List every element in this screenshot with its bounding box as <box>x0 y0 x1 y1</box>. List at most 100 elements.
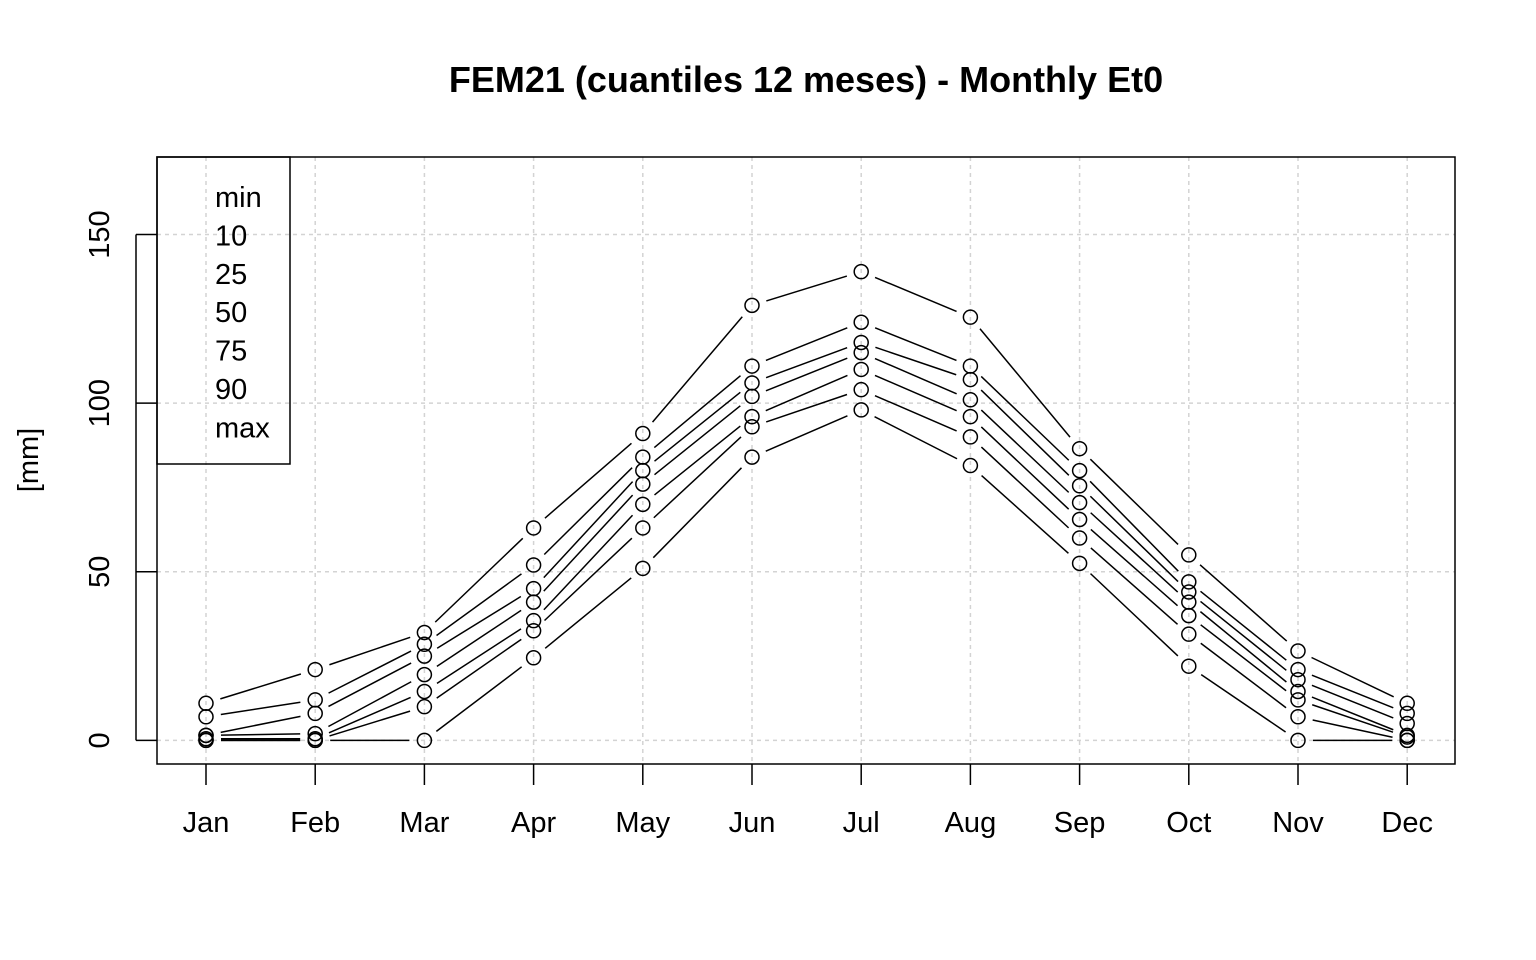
x-tick-label: Mar <box>399 807 449 839</box>
data-point <box>525 623 542 639</box>
data-point <box>307 725 323 742</box>
data-point <box>1071 440 1088 457</box>
series-line-segment <box>543 481 634 579</box>
data-point <box>1290 732 1306 749</box>
series-line-segment <box>766 275 848 302</box>
series-line-segment <box>1090 512 1179 593</box>
series-line-segment <box>981 475 1069 554</box>
series-line-segment <box>328 696 411 734</box>
axes: Jan Feb Mar Apr May Jun Jul Aug Sep Oct Nov Dec 0 50 1… <box>84 210 1433 839</box>
data-point <box>1290 692 1306 708</box>
data-point <box>307 730 323 747</box>
series-line-segment <box>436 573 522 637</box>
series-line-segment <box>1090 573 1179 657</box>
series-line-segment <box>436 638 522 699</box>
data-point <box>962 408 979 425</box>
data-point <box>744 358 760 374</box>
x-tick-label: May <box>615 807 670 839</box>
data-point <box>1290 643 1306 659</box>
data-point <box>1071 494 1088 511</box>
data-point <box>744 297 760 314</box>
series-line-segment <box>1199 564 1288 642</box>
series-line-segment <box>1312 719 1393 738</box>
y-tick-label: 150 <box>84 210 116 258</box>
x-tick-label: Dec <box>1381 807 1433 839</box>
data-point <box>962 309 979 325</box>
series-line-segment <box>436 609 522 667</box>
data-point <box>962 429 979 445</box>
series-line-segment <box>874 374 957 412</box>
data-point <box>1071 462 1088 479</box>
data-point <box>853 334 869 351</box>
data-point <box>525 580 542 597</box>
series-line-segment <box>220 715 301 734</box>
series-line-segment <box>1200 590 1287 661</box>
data-point <box>525 520 542 536</box>
series-line-segment <box>220 673 302 700</box>
series-min <box>198 402 1415 749</box>
y-tick-label: 100 <box>84 379 116 427</box>
series-line-segment <box>980 409 1070 493</box>
data-point <box>744 408 760 425</box>
x-tick-label: Jun <box>729 807 776 839</box>
series-line-segment <box>1089 480 1179 572</box>
legend-entry: min <box>215 182 262 214</box>
series-line-segment <box>979 328 1071 438</box>
series-line-segment <box>652 467 743 559</box>
series-line-segment <box>1200 642 1287 709</box>
y-axis-label: [mm] <box>13 428 45 492</box>
grid <box>157 157 1455 764</box>
series-line-segment <box>765 374 848 412</box>
series-line-segment <box>874 357 957 395</box>
data-point <box>853 263 869 280</box>
series-25 <box>198 361 1415 747</box>
data-point <box>1399 715 1415 732</box>
series-50 <box>198 344 1415 744</box>
x-tick-label: Jan <box>183 807 230 839</box>
legend-entry: max <box>215 412 270 444</box>
plot-frame <box>156 156 1456 765</box>
series-line-segment <box>980 426 1070 510</box>
series-layer <box>198 263 1415 749</box>
data-point <box>744 449 760 465</box>
x-tick-label: Aug <box>945 807 997 839</box>
data-point <box>635 520 651 536</box>
legend-entry: 50 <box>215 297 247 329</box>
data-point <box>1290 683 1306 700</box>
series-line-segment <box>1200 624 1287 692</box>
chart-title: FEM21 (cuantiles 12 meses) - Monthly Et0 <box>449 59 1163 100</box>
data-point <box>1290 709 1306 725</box>
series-line-segment <box>765 327 848 362</box>
data-point <box>853 314 869 330</box>
data-point <box>525 612 542 629</box>
x-tick-label: Jul <box>843 807 880 839</box>
series-90 <box>198 314 1415 725</box>
series-line-segment <box>543 514 634 611</box>
series-line-segment <box>765 393 848 423</box>
data-point <box>1181 547 1197 563</box>
data-point <box>635 560 651 577</box>
series-line-segment <box>654 425 741 496</box>
series-75 <box>198 334 1415 744</box>
legend-entry: 75 <box>215 336 247 368</box>
data-point <box>525 650 542 666</box>
series-line-segment <box>980 389 1070 476</box>
data-point <box>416 624 433 641</box>
series-line-segment <box>1311 704 1394 733</box>
series-max <box>198 263 1415 712</box>
series-line-segment <box>1311 684 1394 719</box>
series-line-segment <box>765 357 848 392</box>
legend-entry: 10 <box>215 220 247 252</box>
data-point <box>1181 594 1197 610</box>
data-point <box>635 496 651 513</box>
data-point <box>198 727 214 744</box>
data-point <box>416 666 433 683</box>
data-point <box>635 449 651 465</box>
series-line-segment <box>328 662 412 708</box>
series-line-segment <box>436 595 522 649</box>
data-point <box>307 661 323 678</box>
series-line-segment <box>653 375 741 449</box>
series-line-segment <box>875 346 957 376</box>
data-point <box>1399 705 1415 722</box>
